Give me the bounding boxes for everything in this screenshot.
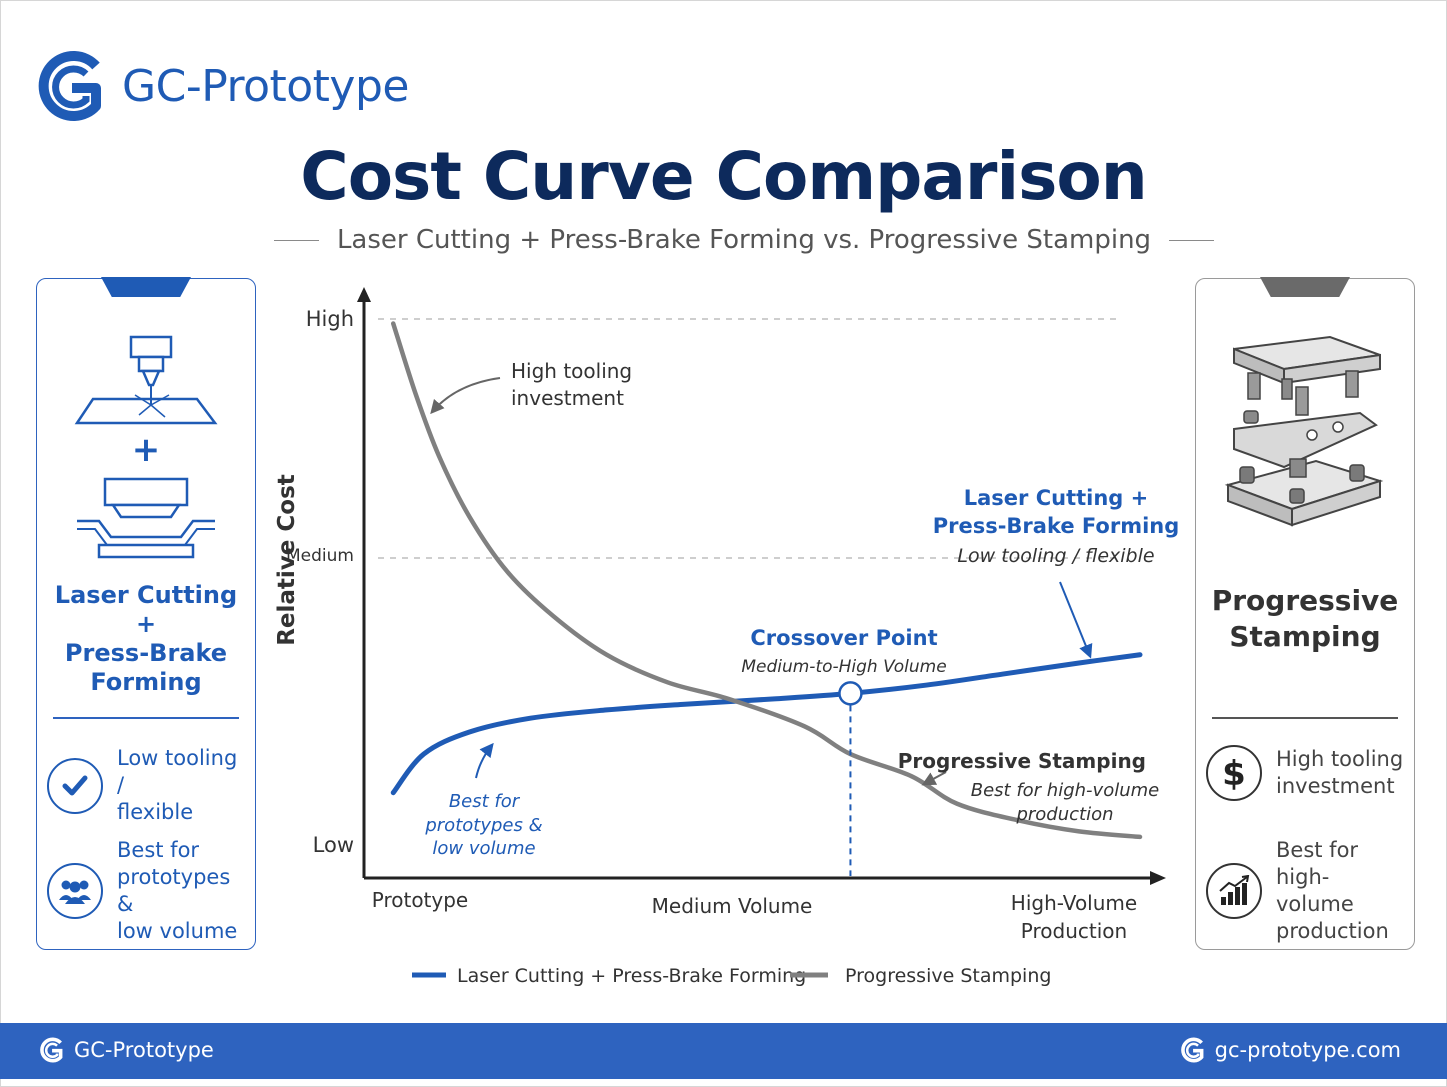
best-for-label: low volume xyxy=(432,838,535,859)
high-tooling-label: investment xyxy=(511,386,624,410)
laser-series-sublabel: Low tooling / flexible xyxy=(957,545,1154,567)
brand-name: GC-Prototype xyxy=(122,60,409,112)
feature-text: Best for high-volume production xyxy=(1276,837,1406,945)
right-title-line: Stamping xyxy=(1229,620,1381,653)
page-title: Cost Curve Comparison xyxy=(300,138,1147,215)
left-title-line: Forming xyxy=(90,668,202,696)
y-axis-arrow xyxy=(357,287,371,302)
subtitle-rule-right xyxy=(1169,239,1214,241)
dollar-icon: $ xyxy=(1206,745,1262,801)
legend-label-laser: Laser Cutting + Press-Brake Forming xyxy=(457,965,806,987)
gc-logo-icon xyxy=(1180,1037,1204,1063)
subtitle-row: Laser Cutting + Press-Brake Forming vs. … xyxy=(274,222,1214,258)
subtitle-rule-left xyxy=(274,239,319,241)
stamping-series-label: Progressive Stamping xyxy=(898,749,1146,773)
users-icon xyxy=(47,863,103,919)
high-tooling-arrow xyxy=(430,377,501,415)
progressive-stamping-panel: Progressive Stamping $ High tooling inve… xyxy=(1195,277,1415,950)
left-title-line: Press-Brake xyxy=(64,639,228,667)
svg-text:$: $ xyxy=(1222,755,1246,791)
y-axis-label: Relative Cost xyxy=(274,474,300,646)
feature-text: High tooling investment xyxy=(1276,746,1403,800)
x-tick-labels: Prototype Medium Volume High-Volume Product… xyxy=(372,888,1137,943)
footer-brand: GC-Prototype xyxy=(38,1035,214,1065)
laser-series-label: Laser Cutting + xyxy=(964,486,1149,510)
best-for-arrow xyxy=(475,742,494,779)
growth-chart-icon xyxy=(1206,863,1262,919)
laser-cutting-panel: + Laser Cutting + Press-Brake Forming Lo… xyxy=(36,277,256,950)
feature-best-prototypes: Best for prototypes & low volume xyxy=(47,837,247,945)
feature-line: Best for xyxy=(117,838,200,862)
x-tick-label: Production xyxy=(1021,919,1127,943)
crossover-sublabel: Medium-to-High Volume xyxy=(741,657,946,677)
feature-line: Low tooling / xyxy=(117,746,238,797)
stamping-series-sublabel: Best for high-volume xyxy=(971,780,1159,801)
y-tick-label: Medium xyxy=(286,546,354,566)
gc-logo-icon xyxy=(38,51,101,121)
y-tick-label: High xyxy=(306,307,354,331)
panel-tab xyxy=(1260,277,1350,297)
y-tick-labels: High Medium Low xyxy=(286,307,354,857)
left-title-line: Laser Cutting xyxy=(54,581,238,609)
right-title-line: Progressive xyxy=(1211,584,1399,617)
left-title-line: + xyxy=(135,610,157,638)
stamping-series-sublabel: production xyxy=(1015,804,1113,825)
grid-lines xyxy=(378,318,1118,559)
footer-website[interactable]: gc-prototype.com xyxy=(1179,1035,1401,1065)
crossover-label: Crossover Point xyxy=(750,626,937,650)
high-tooling-label: High tooling xyxy=(511,359,632,383)
x-axis-arrow xyxy=(1150,871,1166,885)
feature-low-tooling: Low tooling / flexible xyxy=(47,745,247,826)
footer-bar: GC-Prototype gc-prototype.com xyxy=(0,1023,1447,1079)
cost-curve-chart: Relative Cost High Medium Low Prototype Med… xyxy=(274,287,1180,987)
footer-website-link[interactable]: gc-prototype.com xyxy=(1214,1038,1401,1062)
feature-line: production xyxy=(1276,919,1389,943)
crossover-marker xyxy=(838,681,863,876)
legend-label-stamping: Progressive Stamping xyxy=(845,965,1051,987)
best-for-label: Best for xyxy=(449,791,521,812)
left-panel-divider xyxy=(53,717,239,719)
feature-text: Low tooling / flexible xyxy=(117,745,247,826)
footer-brand-name: GC-Prototype xyxy=(74,1038,214,1062)
stamping-die-icon xyxy=(1224,335,1384,527)
laser-series-label: Press-Brake Forming xyxy=(933,514,1180,538)
feature-line: low volume xyxy=(117,919,238,943)
feature-line: High tooling xyxy=(1276,747,1404,771)
x-tick-label: Prototype xyxy=(372,888,468,912)
feature-line: Best for xyxy=(1276,838,1359,862)
subtitle: Laser Cutting + Press-Brake Forming vs. … xyxy=(336,225,1152,255)
feature-line: prototypes & xyxy=(117,865,231,916)
feature-text: Best for prototypes & low volume xyxy=(117,837,247,945)
svg-text:+: + xyxy=(132,430,161,470)
stamping-label-arrow xyxy=(921,771,947,786)
feature-line: flexible xyxy=(117,800,194,824)
right-panel-title: Progressive Stamping xyxy=(1196,583,1414,655)
crossover-point xyxy=(838,681,863,706)
left-panel-title: Laser Cutting + Press-Brake Forming xyxy=(37,581,255,697)
feature-line: investment xyxy=(1276,774,1395,798)
check-icon xyxy=(47,757,103,814)
gc-logo-icon xyxy=(40,1037,63,1063)
chart-axes xyxy=(357,287,1166,885)
laser-label-arrow xyxy=(1059,581,1093,659)
feature-high-tooling: $ High tooling investment xyxy=(1206,745,1406,801)
best-for-label: prototypes & xyxy=(424,815,542,836)
y-tick-label: Low xyxy=(313,833,354,857)
laser-press-brake-icon: + xyxy=(74,335,218,559)
x-tick-label: High-Volume xyxy=(1011,891,1137,915)
right-panel-divider xyxy=(1212,717,1398,719)
series-lines xyxy=(390,321,1143,840)
panel-tab xyxy=(101,277,191,297)
chart-legend: Laser Cutting + Press-Brake Forming Prog… xyxy=(412,965,1051,987)
x-tick-label: Medium Volume xyxy=(652,894,813,918)
feature-line: high-volume xyxy=(1276,865,1354,916)
feature-high-volume: Best for high-volume production xyxy=(1206,837,1406,945)
brand-header: GC-Prototype xyxy=(34,44,409,128)
series-line-stamping xyxy=(390,321,1143,840)
